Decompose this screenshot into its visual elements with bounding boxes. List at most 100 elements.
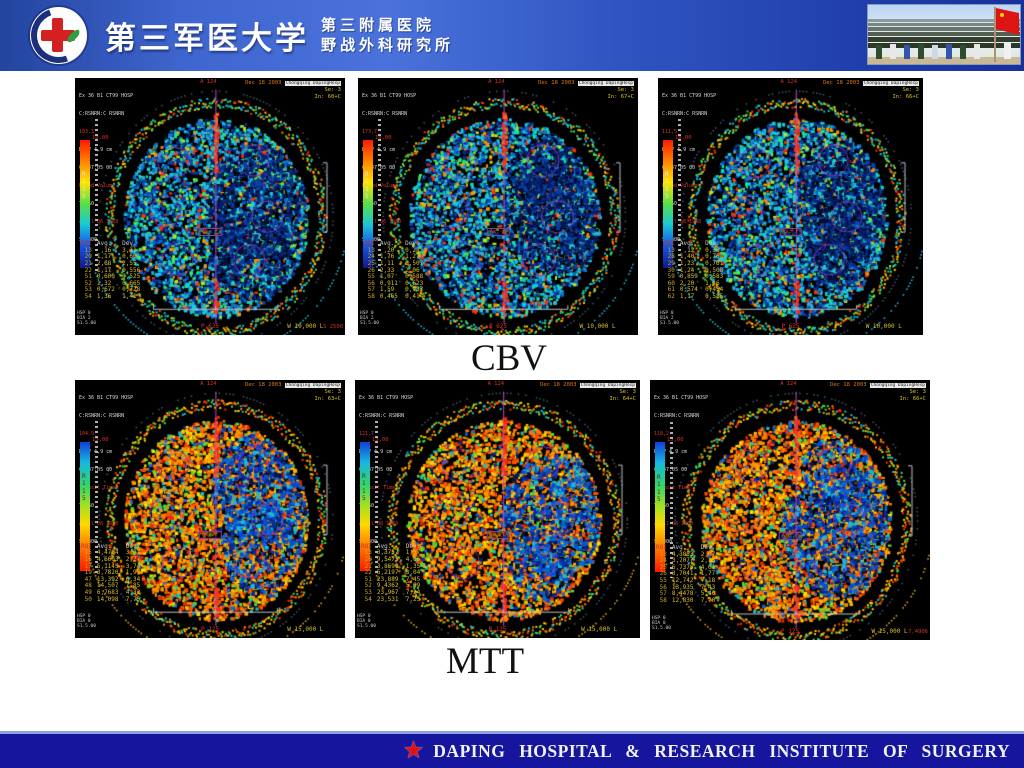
colorbar bbox=[663, 139, 673, 269]
window-level-label: W 10,000 L bbox=[579, 322, 616, 330]
header-banner: 第三军医大学 第三附属医院 野战外科研究所 bbox=[0, 0, 1024, 73]
station-line: C:RSNRN:C RSNRN bbox=[359, 413, 405, 419]
position-marker: P 625 bbox=[781, 322, 800, 330]
position-marker: P 125 bbox=[488, 625, 507, 633]
orientation-marker: A 124 bbox=[780, 79, 798, 85]
roi-stats-table: ROI 13 24 25 26 55 56 57 58 Avg. Dev. ,2… bbox=[364, 240, 424, 300]
scan-date-block: Dec 18 2003 Chongqing DapingHosp Se: 3 I… bbox=[538, 80, 634, 101]
series-value: 104,9 bbox=[79, 431, 95, 437]
tick-ruler bbox=[378, 119, 381, 274]
system-lines: HSP 0 BIA 0 S1.5.00 bbox=[652, 615, 671, 631]
colorbar-side-text: R 1 1 5 bbox=[365, 170, 369, 201]
roi-stats-table: ROI 13 24 25 26 55 56 57 58 Avg. Dev. 4,… bbox=[656, 544, 715, 604]
tick-ruler bbox=[375, 421, 378, 577]
military-parade-photo bbox=[867, 4, 1021, 65]
affiliate-line-2: 野战外科研究所 bbox=[321, 36, 455, 54]
system-lines: HSP 0 BIA 2 S1.5.00 bbox=[660, 311, 679, 327]
orientation-marker: A 124 bbox=[780, 381, 797, 387]
image-number: In: 66+C bbox=[892, 94, 920, 100]
roi-stats-table: ROI 15 16 17 19 47 48 49 50 Avg. Dev. 4,… bbox=[81, 543, 140, 603]
window-level-label: W 15,000 L bbox=[871, 627, 908, 635]
window-level-label: W 15,000 L bbox=[581, 625, 618, 633]
axial-label: Ax: F bbox=[198, 228, 222, 237]
facility-tag: Chongqing DapingHosp bbox=[284, 383, 341, 388]
time-line: 09:47:05 00 bbox=[654, 467, 688, 473]
red-star-icon: ★ bbox=[402, 737, 425, 764]
scan-date: Dec 18 2003 bbox=[245, 80, 282, 86]
window-level-label: W 10,000 L bbox=[287, 322, 324, 330]
image-number: In: 67+C bbox=[607, 94, 635, 100]
tick-ruler bbox=[670, 421, 673, 578]
position-marker: P 125 bbox=[200, 625, 220, 633]
series-number: Se: 3 bbox=[902, 87, 919, 93]
perfusion-map-canvas bbox=[650, 380, 930, 640]
station-line: Ex 36 B1 CT99 HOSP bbox=[654, 395, 709, 401]
perfusion-map-canvas bbox=[355, 380, 640, 638]
perfusion-map-canvas bbox=[75, 380, 345, 638]
colorbar-scale-label: 15,00 bbox=[667, 437, 684, 444]
scan-date: Dec 18 2003 bbox=[830, 382, 867, 388]
axial-label: Ax: F bbox=[779, 228, 802, 237]
hospital-logo-icon bbox=[21, 0, 96, 73]
station-line: Ex 36 B1 CT99 HOSP bbox=[79, 93, 134, 99]
window-level-label: W 15,000 L bbox=[287, 625, 324, 633]
mtt-label: MTT bbox=[445, 641, 525, 682]
scan-date-block: Dec 18 2003 Chongqing DapingHosp Se: 3 I… bbox=[830, 382, 926, 403]
corner-value: 7,4906 bbox=[908, 628, 928, 635]
roi-column: ROI 13 28 29 30 59 60 61 62 bbox=[664, 240, 675, 300]
avg-dev-columns: Avg. Dev. 3,3757 1,57 9,5473 4,06 3,8690… bbox=[376, 542, 421, 603]
station-line: Ex 36 B1 CT99 HOSP bbox=[662, 93, 717, 99]
station-line: Ex 36 B1 CT99 HOSP bbox=[359, 395, 414, 401]
axial-label: Ax: F bbox=[198, 530, 222, 539]
image-number: In: 64+C bbox=[609, 396, 637, 402]
colorbar-side-text: R 1 1 5 bbox=[665, 170, 669, 201]
station-line: C:RSNRN:C RSNRN bbox=[654, 413, 700, 419]
facility-tag: Chongqing DapingHosp bbox=[869, 383, 926, 388]
avg-dev-columns: Avg. Dev. ,12 0,38 1,40 0,76 1,23 0,761 … bbox=[679, 240, 724, 300]
colorbar bbox=[360, 441, 370, 571]
time-line: 09:47:05 00 bbox=[362, 165, 396, 171]
ct-scan-cbv-3: Ex 36 B1 CT99 HOSP C:RSNRN:C RSNRN 111,5… bbox=[658, 78, 923, 335]
station-line: C:RSNRN:C RSNRN bbox=[79, 413, 125, 419]
series-value: 121,7 bbox=[359, 431, 375, 437]
footer-banner: ★ DAPING HOSPITAL & RESEARCH INSTITUTE O… bbox=[0, 731, 1024, 768]
facility-tag: Chongqing DapingHosp bbox=[577, 81, 634, 86]
colorbar bbox=[80, 139, 90, 269]
logo-cross-horizontal bbox=[41, 30, 75, 41]
roi-column: ROI 13 24 25 26 55 56 57 58 bbox=[364, 240, 375, 300]
colorbar-side-text: R 1 1 5 bbox=[82, 472, 86, 503]
colorbar-scale-label: 15,00 bbox=[372, 436, 389, 443]
orientation-marker: A 124 bbox=[488, 79, 505, 85]
window-level-label: W 10,000 L bbox=[865, 322, 902, 330]
axial-label: Ax: F bbox=[486, 228, 510, 237]
scan-date-block: Dec 18 2003 Chongqing DapingHosp Se: 3 I… bbox=[245, 382, 341, 403]
station-line: Ex 36 B1 CT99 HOSP bbox=[79, 395, 134, 401]
tick-ruler bbox=[95, 119, 98, 274]
colorbar-scale-label: 10,00 bbox=[92, 134, 109, 141]
scan-date: Dec 18 2003 bbox=[823, 80, 860, 86]
roi-column: ROI 13 20 21 22 51 52 53 54 bbox=[81, 240, 92, 300]
series-value: 118,2 bbox=[654, 431, 670, 437]
scan-date: Dec 18 2003 bbox=[538, 80, 575, 86]
time-line: 09:47:05 00 bbox=[79, 165, 113, 171]
series-value: 111,5 bbox=[662, 129, 678, 135]
position-marker: P 625 bbox=[200, 322, 220, 330]
colorbar bbox=[363, 139, 373, 269]
station-line: Ex 36 B1 CT99 HOSP bbox=[362, 93, 417, 99]
system-lines: HSP 0 BIA 0 S1.5.00 bbox=[357, 613, 376, 629]
station-line: C:RSNRN:C RSNRN bbox=[662, 111, 708, 117]
avg-dev-columns: Avg. Dev. ,16 3,11 1,17 0,60 2,68 2,55 1… bbox=[96, 240, 141, 300]
perfusion-map-canvas bbox=[75, 78, 345, 335]
colorbar-scale-label: 10,00 bbox=[375, 134, 392, 141]
colorbar-side-text: R 1 1 5 bbox=[362, 472, 366, 503]
orientation-marker: A 124 bbox=[200, 79, 217, 85]
ct-scan-cbv-1: Ex 36 B1 CT99 HOSP C:RSNRN:C RSNRN 103,3… bbox=[75, 78, 345, 335]
scan-date-block: Dec 18 2003 Chongqing DapingHosp Se: 3 I… bbox=[540, 382, 636, 403]
time-line: 09:47:05 00 bbox=[359, 467, 393, 473]
avg-dev-columns: Avg. Dev. ,20 0,28 1,76 1,27 1,11 0,507 … bbox=[379, 240, 424, 300]
scan-date-block: Dec 18 2003 Chongqing DapingHosp Se: 3 I… bbox=[245, 80, 341, 101]
scan-date: Dec 18 2003 bbox=[245, 382, 282, 388]
series-number: Se: 3 bbox=[909, 389, 926, 395]
roi-stats-table: ROI 13 20 21 22 51 52 53 54 Avg. Dev. 3,… bbox=[361, 542, 421, 603]
